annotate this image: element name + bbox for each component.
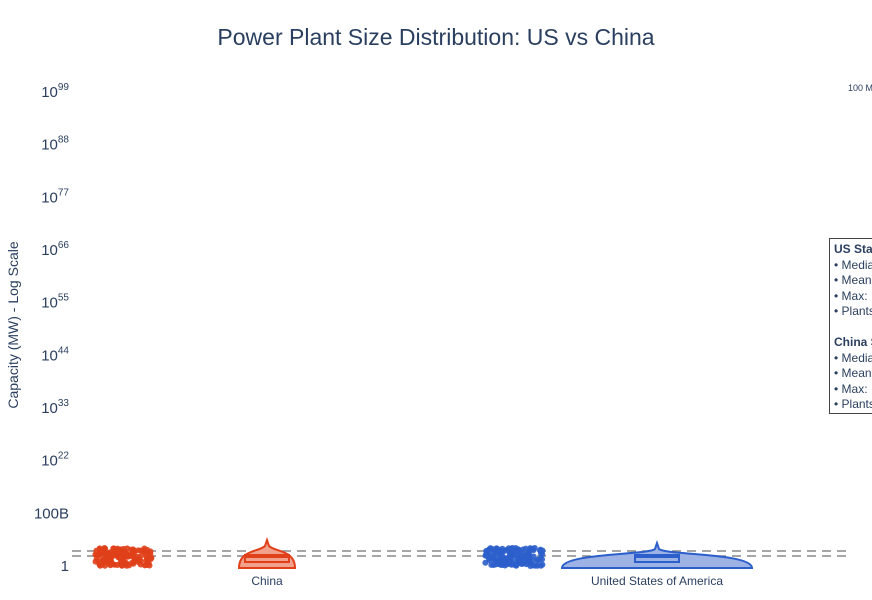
- data-point: [114, 562, 121, 568]
- violin-inner-box: [634, 554, 680, 563]
- data-point: [498, 559, 505, 566]
- data-point: [108, 555, 114, 562]
- y-tick-label: 1066: [41, 240, 69, 259]
- statistics-annotation-box: US Statistics • Median: • Mean: • Max: •…: [829, 238, 872, 414]
- data-point: [489, 546, 496, 553]
- y-tick-label: 1055: [41, 293, 69, 312]
- violin-inner-box: [244, 554, 290, 563]
- data-point: [530, 562, 536, 569]
- data-point: [101, 545, 108, 551]
- violin-group: [92, 536, 754, 569]
- data-point: [97, 548, 103, 555]
- data-point: [143, 562, 150, 569]
- data-point: [524, 552, 531, 559]
- data-point: [482, 559, 489, 566]
- data-point: [488, 561, 495, 568]
- y-tick-label: 1077: [41, 187, 69, 206]
- y-tick-label: 1022: [41, 451, 69, 470]
- x-axis-category-labels: China United States of America: [251, 574, 723, 588]
- data-point: [530, 557, 537, 564]
- us-stats-line-median: • Median:: [834, 257, 872, 272]
- data-point: [118, 555, 125, 561]
- x-category-label: China: [251, 574, 283, 588]
- violin-usa[interactable]: [482, 539, 754, 569]
- y-tick-label: 1099: [41, 82, 69, 101]
- x-category-label: United States of America: [591, 574, 723, 588]
- data-point: [509, 545, 516, 551]
- data-point: [141, 545, 148, 552]
- data-point: [510, 561, 517, 568]
- data-point: [539, 556, 546, 563]
- china-stats-header: China Statistics: [834, 335, 872, 349]
- points-strip-usa: [482, 545, 546, 569]
- y-tick-label: 1088: [41, 135, 69, 154]
- china-stats-line-max: • Max:: [834, 381, 868, 396]
- y-tick-label: 1: [61, 558, 69, 575]
- data-point: [516, 555, 523, 562]
- china-stats-line-mean: • Mean:: [834, 366, 872, 380]
- us-stats-line-max: • Max:: [834, 288, 868, 303]
- china-stats-line-median: • Median:: [834, 350, 872, 365]
- data-point: [131, 548, 138, 554]
- data-point: [138, 552, 145, 559]
- data-point: [489, 554, 496, 561]
- data-point: [521, 556, 527, 563]
- us-stats-header: US Statistics: [834, 242, 872, 256]
- data-point: [137, 557, 144, 564]
- us-stats-line-plants: • Plants:: [834, 304, 872, 318]
- y-tick-label: 100B: [34, 505, 69, 522]
- data-point: [515, 546, 522, 553]
- data-point: [109, 561, 116, 568]
- points-strip-china: [92, 545, 155, 569]
- us-stats-line-mean: • Mean:: [834, 273, 872, 287]
- data-point: [111, 551, 118, 557]
- data-point: [147, 556, 154, 562]
- chart-title: Power Plant Size Distribution: US vs Chi…: [217, 24, 654, 50]
- data-point: [119, 562, 126, 569]
- data-point: [518, 561, 525, 567]
- data-point: [534, 562, 541, 569]
- y-axis-ticks: 1 100B 1022 1033 1044 1055 1066 1077 1088 1099: [34, 82, 69, 575]
- data-point: [539, 547, 546, 554]
- data-point: [522, 545, 529, 552]
- y-tick-label: 1044: [41, 345, 69, 364]
- data-point: [483, 548, 490, 554]
- data-point: [530, 553, 537, 560]
- data-point: [99, 557, 106, 564]
- data-point: [123, 550, 130, 556]
- data-point: [530, 547, 537, 554]
- y-axis-label: Capacity (MW) - Log Scale: [5, 241, 21, 408]
- violin-china[interactable]: [92, 536, 297, 569]
- reference-lines: [72, 550, 852, 557]
- reference-line-note: 100 M: [848, 83, 872, 93]
- y-tick-label: 1033: [41, 398, 69, 417]
- data-point: [506, 553, 513, 560]
- data-point: [126, 562, 133, 569]
- china-stats-line-plants: • Plants:: [834, 397, 872, 411]
